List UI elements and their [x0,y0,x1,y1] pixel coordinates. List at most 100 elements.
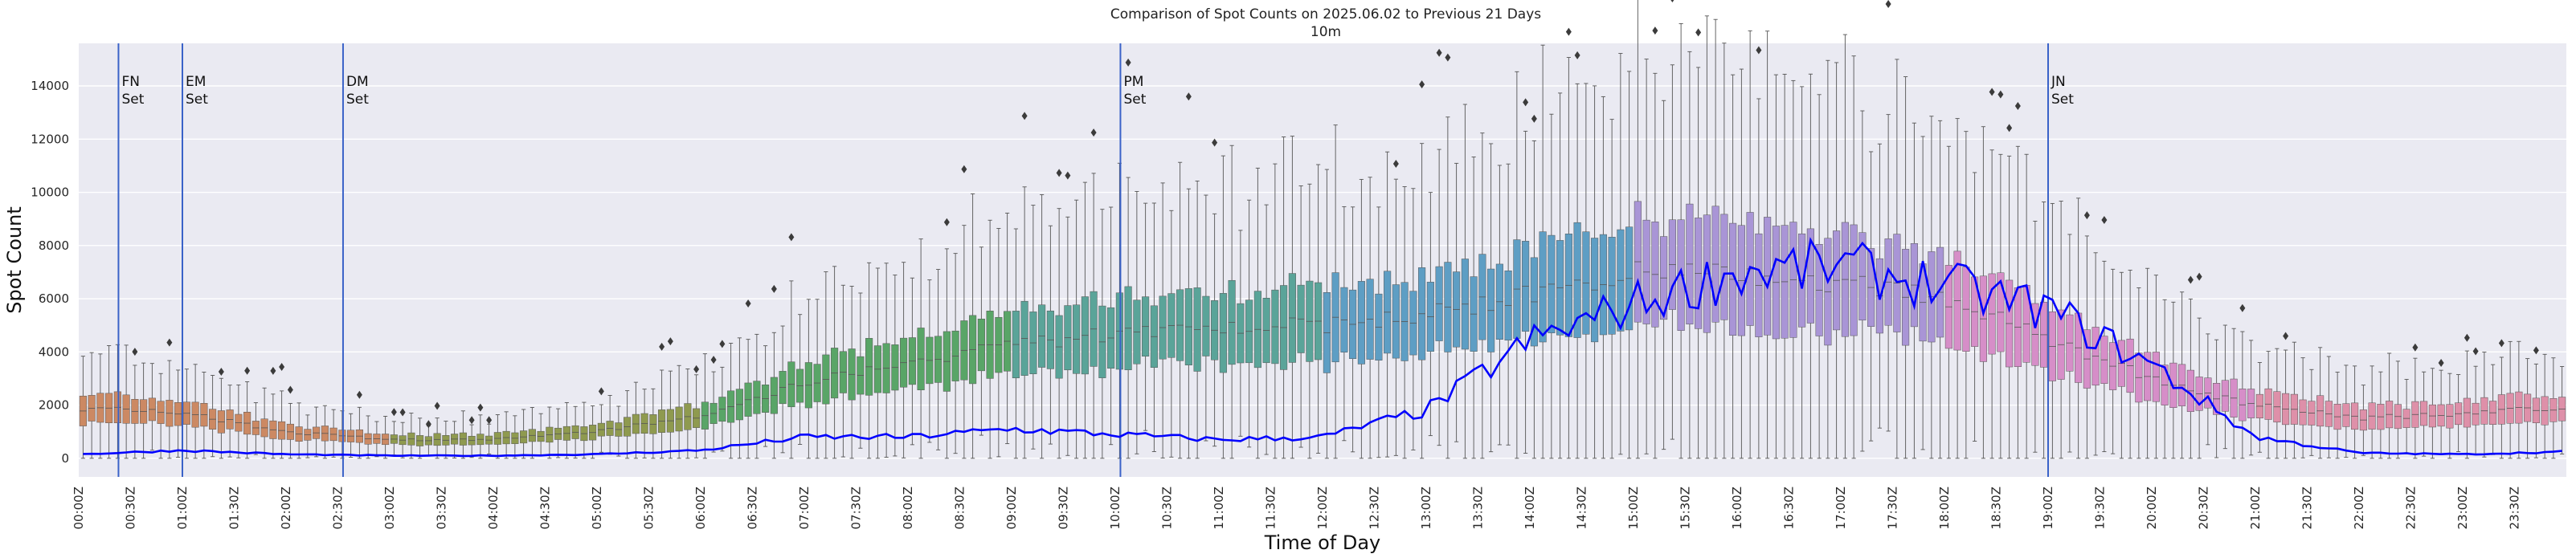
outlier-point [2498,339,2504,348]
outlier-point [390,408,397,417]
x-tick-label: 06:30Z [746,487,760,530]
outlier-point [1695,28,1702,37]
y-axis-ticks: 0 2000 4000 6000 8000 10000 12000 14000 [31,79,69,466]
outlier-point [1065,171,1071,180]
outlier-point [166,338,173,347]
outlier-point [667,337,673,346]
x-tick-label: 21:30Z [2300,487,2315,530]
outlier-point [598,387,604,396]
outlier-point [1212,138,1218,147]
y-tick-label: 8000 [39,238,69,253]
x-tick-label: 10:00Z [1108,487,1122,530]
outlier-point [434,401,440,410]
outlier-point [1392,160,1399,169]
outlier-point [218,368,224,377]
x-tick-label: 08:30Z [953,487,967,530]
outlier-point [1885,0,1891,8]
x-tick-label: 07:00Z [797,487,812,530]
x-tick-label: 09:00Z [1004,487,1019,530]
x-tick-label: 01:00Z [175,487,190,530]
marker-label: EM Set [186,74,208,108]
outlier-point [1989,88,1995,96]
x-tick-label: 05:30Z [642,487,656,530]
outlier-point [1090,128,1097,137]
x-tick-label: 22:00Z [2352,487,2366,530]
y-tick-label: 6000 [39,291,69,306]
marker-label: FN Set [121,74,144,108]
x-tick-label: 05:00Z [590,487,604,530]
x-tick-label: 04:30Z [538,487,553,530]
outlier-point [468,416,475,425]
y-tick-label: 0 [61,451,69,466]
outlier-point [693,365,700,373]
x-axis-label: Time of Day [1264,532,1381,554]
outlier-point [2083,211,2090,220]
outlier-point [356,390,362,399]
y-tick-label: 14000 [31,79,69,93]
marker-label: PM Set [1123,74,1146,108]
x-tick-label: 16:30Z [1782,487,1797,530]
outlier-point [2014,102,2021,111]
outlier-point [2533,346,2539,355]
x-tick-label: 18:00Z [1937,487,1952,530]
outlier-point [1436,48,1442,57]
outlier-point [477,403,484,412]
outlier-point [287,385,293,394]
marker-label: DM Set [346,74,369,108]
x-tick-label: 13:00Z [1419,487,1433,530]
x-tick-label: 15:30Z [1678,487,1693,530]
x-tick-label: 14:30Z [1575,487,1589,530]
x-tick-label: 00:30Z [124,487,138,530]
outlier-point [2196,272,2202,281]
x-tick-label: 14:00Z [1523,487,1537,530]
box-series [79,0,2566,459]
outlier-point [1419,80,1425,89]
outlier-point [2283,332,2289,340]
outlier-point [2412,343,2419,352]
outlier-point [745,299,751,308]
marker-lines: FN Set EM Set DM Set PM Set JN Set [117,43,2074,477]
x-tick-label: 23:00Z [2455,487,2470,530]
x-tick-label: 02:30Z [331,487,346,530]
marker-label: JN Set [2051,74,2074,108]
outlier-point [244,366,251,375]
outlier-point [2239,303,2246,312]
x-tick-label: 19:30Z [2093,487,2108,530]
x-tick-label: 00:00Z [72,487,86,530]
outlier-point [1565,27,1572,36]
x-tick-label: 16:00Z [1730,487,1744,530]
x-tick-label: 02:00Z [279,487,293,530]
y-tick-label: 12000 [31,132,69,146]
x-tick-label: 01:30Z [227,487,242,530]
outlier-point [943,218,950,226]
current-day-line [83,237,2562,458]
x-tick-label: 04:00Z [486,487,501,530]
outlier-point [1756,46,1762,55]
outlier-point [788,233,795,242]
x-tick-label: 23:30Z [2508,487,2522,530]
outlier-point [1652,26,1658,35]
x-tick-label: 19:00Z [2041,487,2055,530]
x-tick-label: 22:30Z [2404,487,2419,530]
outlier-point [1670,0,1674,2]
outlier-point [2101,216,2108,225]
x-tick-label: 20:00Z [2145,487,2159,530]
y-tick-label: 4000 [39,344,69,359]
x-tick-label: 09:30Z [1057,487,1071,530]
x-tick-label: 20:30Z [2197,487,2211,530]
x-tick-label: 11:30Z [1264,487,1278,530]
x-tick-label: 08:00Z [901,487,915,530]
outlier-point [399,408,406,417]
grid-lines [79,85,2566,459]
chart-title: Comparison of Spot Counts on 2025.06.02 … [1110,6,1541,22]
outlier-point [2438,359,2444,368]
outlier-point [771,284,777,293]
x-tick-label: 12:30Z [1368,487,1382,530]
outlier-point [1531,114,1537,123]
x-tick-label: 07:30Z [849,487,864,530]
x-tick-label: 21:00Z [2248,487,2263,530]
chart-subtitle: 10m [1310,24,1341,40]
outlier-point [2187,275,2194,284]
outlier-point [1125,58,1131,67]
x-tick-label: 06:00Z [693,487,708,530]
